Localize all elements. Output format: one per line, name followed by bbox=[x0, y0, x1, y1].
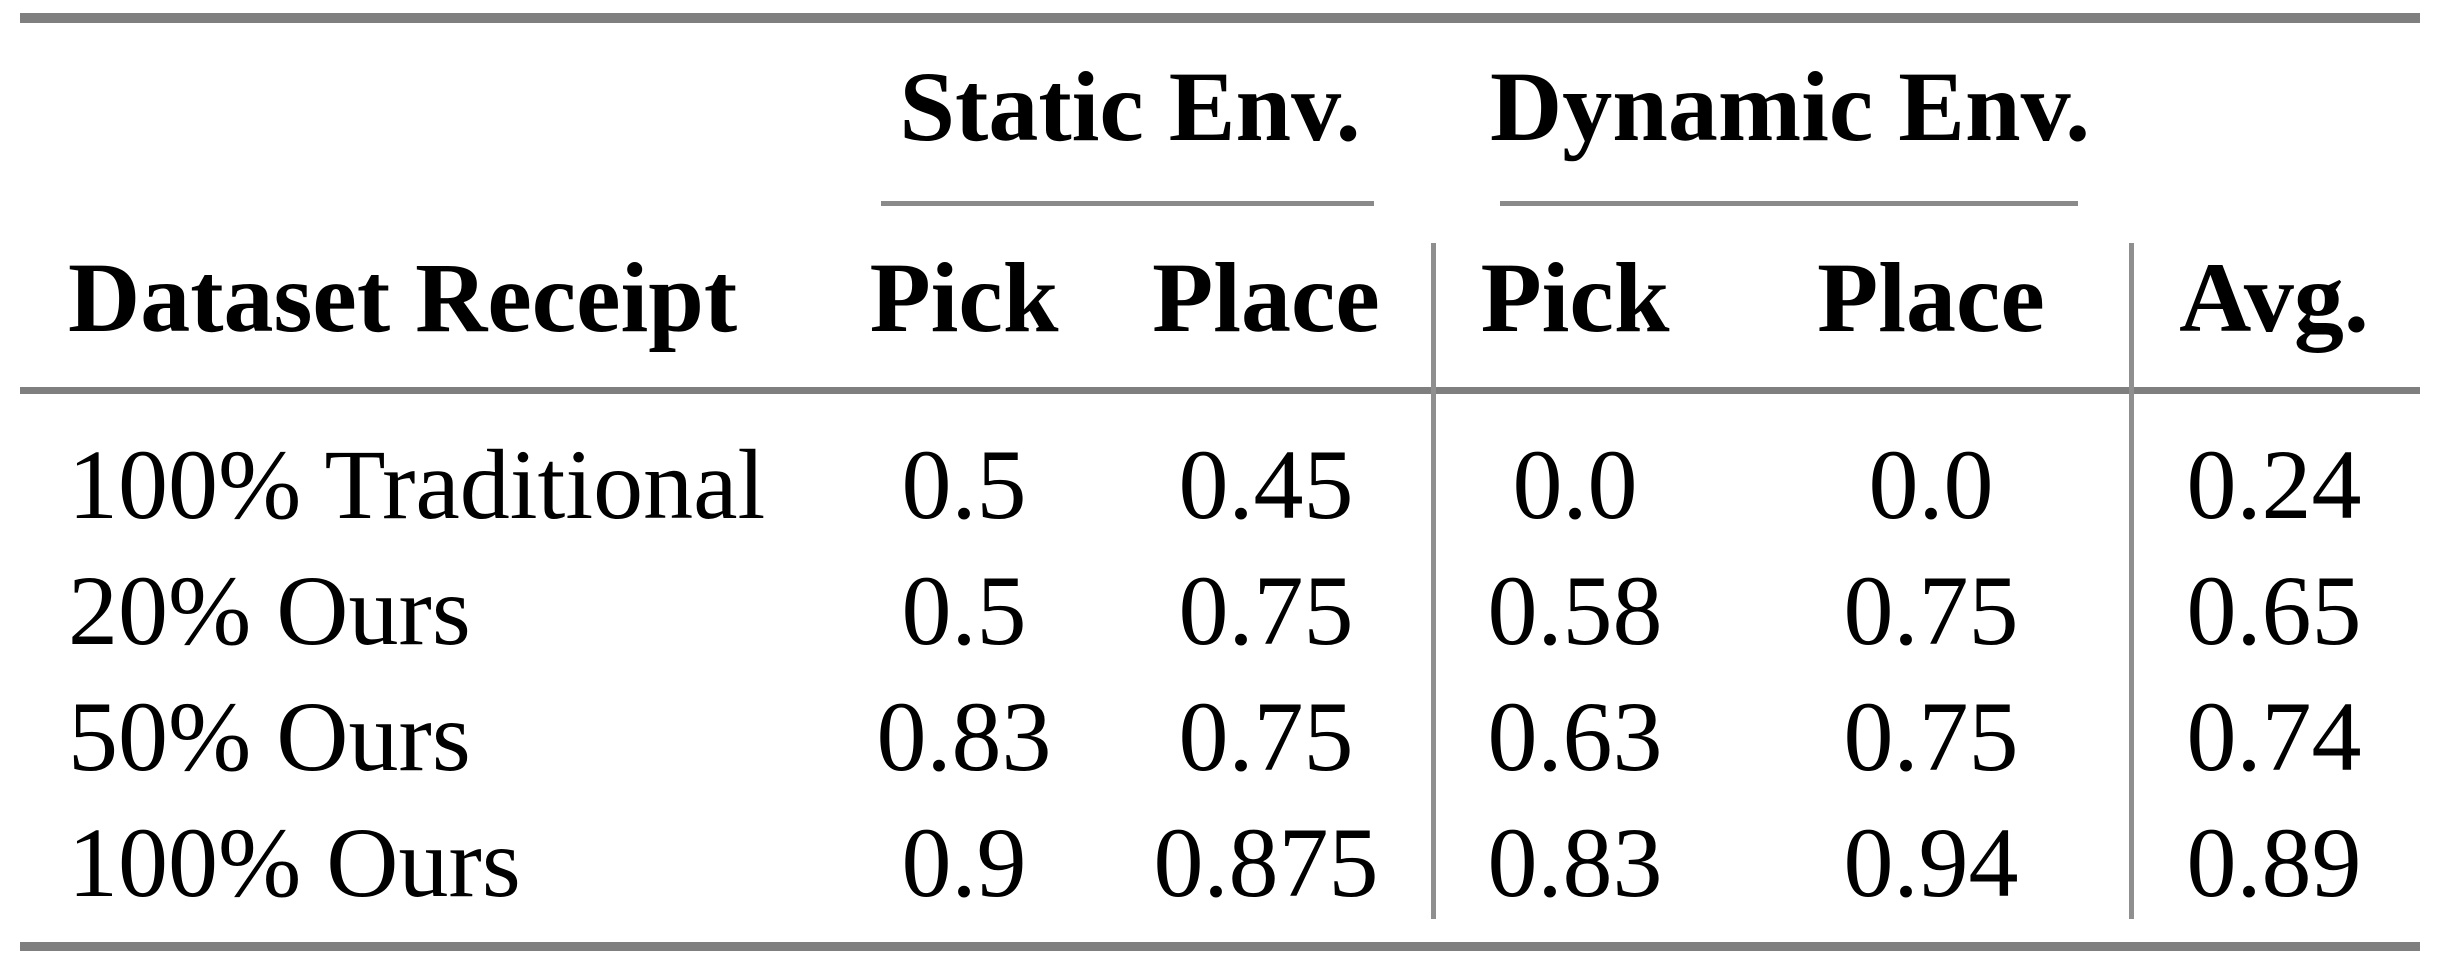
cell-avg: 0.24 bbox=[2186, 429, 2362, 540]
cell-static-pick: 0.5 bbox=[901, 555, 1027, 666]
cell-static-place: 0.75 bbox=[1178, 555, 1354, 666]
cell-dynamic-pick: 0.0 bbox=[1512, 429, 1638, 540]
cell-dynamic-place: 0.75 bbox=[1843, 681, 2019, 792]
cell-dynamic-pick: 0.83 bbox=[1487, 807, 1663, 918]
column-header-dynamic-place: Place bbox=[1817, 242, 2045, 353]
group-header-dynamic-env: Dynamic Env. bbox=[1490, 51, 2091, 162]
static-dynamic-separator bbox=[1431, 243, 1436, 919]
row-label: 100% Ours bbox=[68, 807, 521, 918]
cell-static-place: 0.875 bbox=[1153, 807, 1379, 918]
static-env-underline bbox=[881, 201, 1374, 206]
column-header-dataset-receipt: Dataset Receipt bbox=[68, 242, 738, 353]
cell-static-place: 0.75 bbox=[1178, 681, 1354, 792]
top-rule bbox=[20, 13, 2420, 23]
row-label: 50% Ours bbox=[68, 681, 471, 792]
column-header-static-pick: Pick bbox=[869, 242, 1059, 353]
column-header-static-place: Place bbox=[1152, 242, 1380, 353]
cell-avg: 0.74 bbox=[2186, 681, 2362, 792]
cell-avg: 0.65 bbox=[2186, 555, 2362, 666]
bottom-rule bbox=[20, 942, 2420, 951]
column-header-dynamic-pick: Pick bbox=[1480, 242, 1670, 353]
row-label: 100% Traditional bbox=[68, 429, 766, 540]
cell-static-place: 0.45 bbox=[1178, 429, 1354, 540]
cell-dynamic-place: 0.75 bbox=[1843, 555, 2019, 666]
cell-dynamic-place: 0.0 bbox=[1868, 429, 1994, 540]
column-header-avg: Avg. bbox=[2179, 242, 2369, 353]
cell-dynamic-pick: 0.63 bbox=[1487, 681, 1663, 792]
group-header-static-env: Static Env. bbox=[899, 51, 1361, 162]
cell-dynamic-place: 0.94 bbox=[1843, 807, 2019, 918]
cell-static-pick: 0.9 bbox=[901, 807, 1027, 918]
row-label: 20% Ours bbox=[68, 555, 471, 666]
header-divider-rule bbox=[20, 387, 2420, 394]
cell-static-pick: 0.83 bbox=[876, 681, 1052, 792]
cell-avg: 0.89 bbox=[2186, 807, 2362, 918]
dynamic-env-underline bbox=[1500, 201, 2078, 206]
cell-static-pick: 0.5 bbox=[901, 429, 1027, 540]
cell-dynamic-pick: 0.58 bbox=[1487, 555, 1663, 666]
dynamic-avg-separator bbox=[2129, 243, 2134, 919]
